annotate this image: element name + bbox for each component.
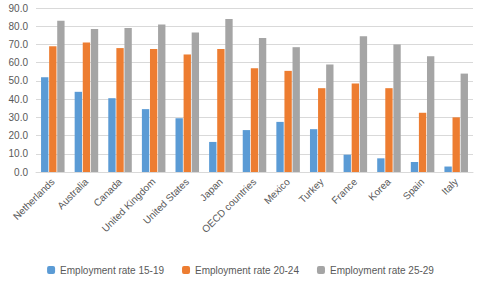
- svg-text:0.0: 0.0: [14, 167, 28, 178]
- svg-text:Netherlands: Netherlands: [11, 176, 57, 222]
- svg-text:Turkey: Turkey: [297, 176, 326, 205]
- svg-text:United States: United States: [141, 176, 191, 226]
- svg-text:Australia: Australia: [55, 176, 91, 212]
- svg-text:40.0: 40.0: [9, 94, 29, 105]
- svg-text:70.0: 70.0: [9, 39, 29, 50]
- svg-text:Japan: Japan: [198, 176, 225, 203]
- svg-text:France: France: [329, 176, 359, 206]
- svg-text:United Kingdom: United Kingdom: [99, 176, 158, 235]
- svg-text:30.0: 30.0: [9, 112, 29, 123]
- svg-text:Employment rate 20-24: Employment rate 20-24: [195, 265, 299, 276]
- svg-text:10.0: 10.0: [9, 148, 29, 159]
- svg-text:80.0: 80.0: [9, 21, 29, 32]
- svg-text:20.0: 20.0: [9, 130, 29, 141]
- svg-text:Italy: Italy: [439, 176, 460, 197]
- svg-text:50.0: 50.0: [9, 75, 29, 86]
- svg-text:Mexico: Mexico: [262, 176, 292, 206]
- svg-text:Employment rate 15-19: Employment rate 15-19: [60, 265, 164, 276]
- svg-text:Spain: Spain: [401, 176, 427, 202]
- svg-text:90.0: 90.0: [9, 3, 29, 14]
- svg-text:Employment rate 25-29: Employment rate 25-29: [330, 265, 434, 276]
- svg-text:60.0: 60.0: [9, 57, 29, 68]
- svg-text:OECD countries: OECD countries: [200, 176, 259, 235]
- svg-text:Canada: Canada: [91, 176, 124, 209]
- svg-text:Korea: Korea: [366, 176, 393, 203]
